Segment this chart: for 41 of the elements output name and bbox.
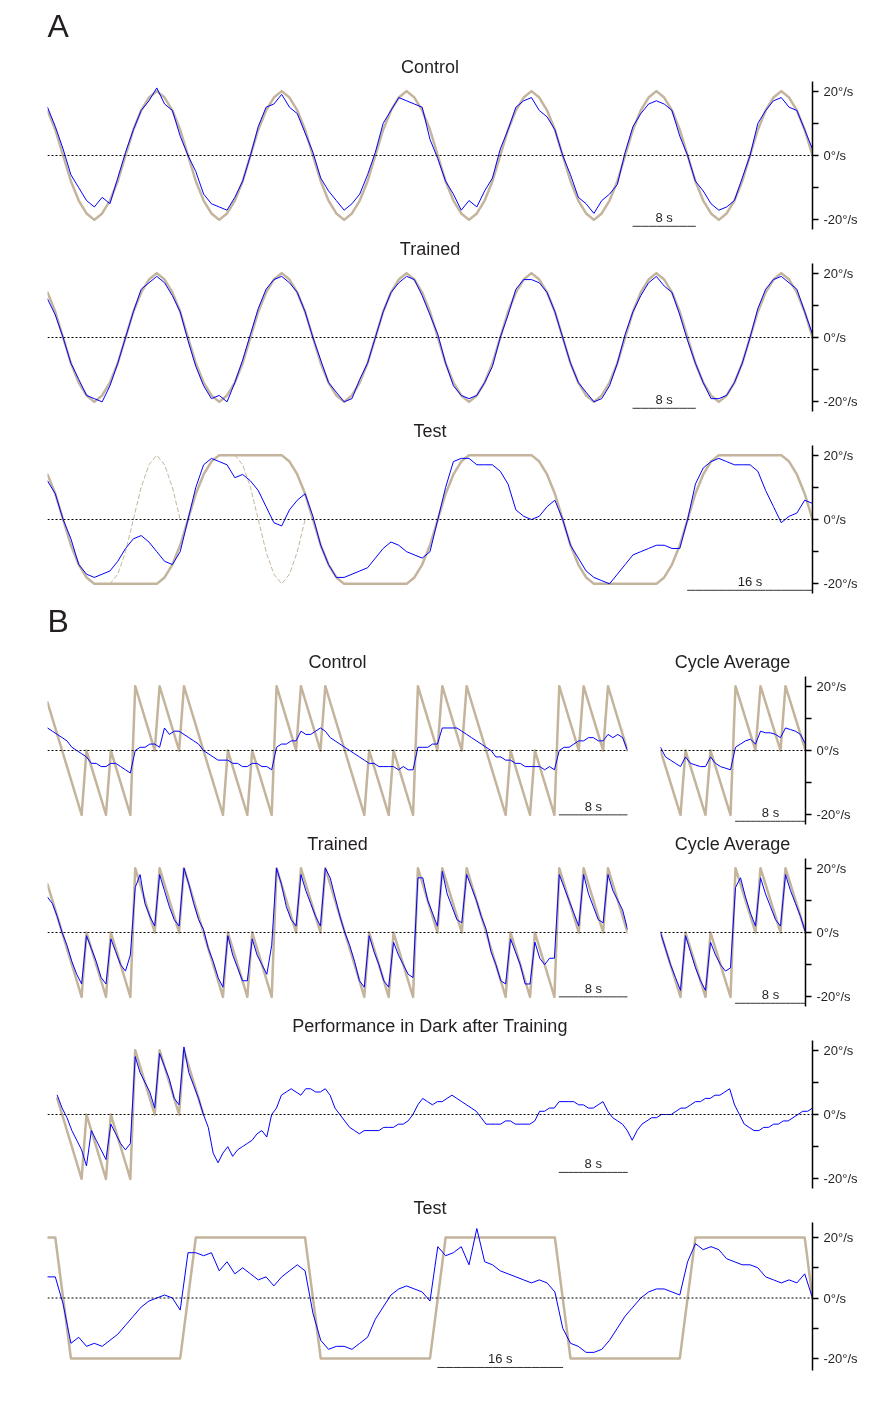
annotation: 8 s	[761, 805, 780, 821]
y-tick-label: -20°/s	[823, 576, 859, 592]
chart-title: Cycle Average	[674, 651, 791, 672]
y-tick-label: 20°/s	[823, 83, 854, 99]
chart-title: Trained	[399, 238, 461, 259]
y-tick-label: 20°/s	[823, 447, 854, 463]
chart-title: Performance in Dark after Training	[292, 1015, 568, 1036]
annotation: 8 s	[655, 210, 674, 226]
chart-title: Test	[413, 1197, 447, 1218]
chart-title: Trained	[307, 833, 368, 854]
y-tick-label: -20°/s	[816, 807, 852, 823]
y-tick-label: -20°/s	[823, 212, 859, 228]
annotation: 16 s	[487, 1351, 514, 1367]
y-tick-label: 20°/s	[823, 265, 854, 281]
annotation: 8 s	[584, 980, 603, 996]
chart-title: Control	[400, 56, 460, 77]
y-tick-label: 0°/s	[823, 330, 847, 345]
text: A	[47, 7, 70, 44]
y-tick-label: 0°/s	[816, 925, 840, 940]
chart-title: Test	[413, 420, 447, 441]
y-tick-label: 0°/s	[816, 743, 840, 758]
annotation: 16 s	[737, 574, 763, 590]
y-tick-label: 20°/s	[823, 1230, 854, 1246]
y-tick-label: 20°/s	[823, 1042, 854, 1058]
y-tick-label: -20°/s	[816, 989, 852, 1005]
y-tick-label: -20°/s	[823, 1350, 859, 1366]
y-tick-label: 0°/s	[823, 148, 847, 163]
y-tick-label: 0°/s	[823, 1107, 847, 1122]
y-tick-label: -20°/s	[823, 394, 859, 410]
annotation: 8 s	[584, 798, 603, 814]
y-tick-label: 20°/s	[816, 860, 847, 876]
y-tick-label: 0°/s	[823, 512, 847, 527]
chart-title: Cycle Average	[674, 833, 791, 854]
text: B	[47, 602, 69, 639]
annotation: 8 s	[655, 392, 674, 408]
annotation: 8 s	[584, 1156, 603, 1172]
chart-title: Control	[308, 651, 367, 672]
annotation: 8 s	[761, 987, 780, 1003]
y-tick-label: -20°/s	[823, 1171, 859, 1187]
y-tick-label: 0°/s	[823, 1290, 847, 1306]
y-tick-label: 20°/s	[816, 678, 847, 694]
